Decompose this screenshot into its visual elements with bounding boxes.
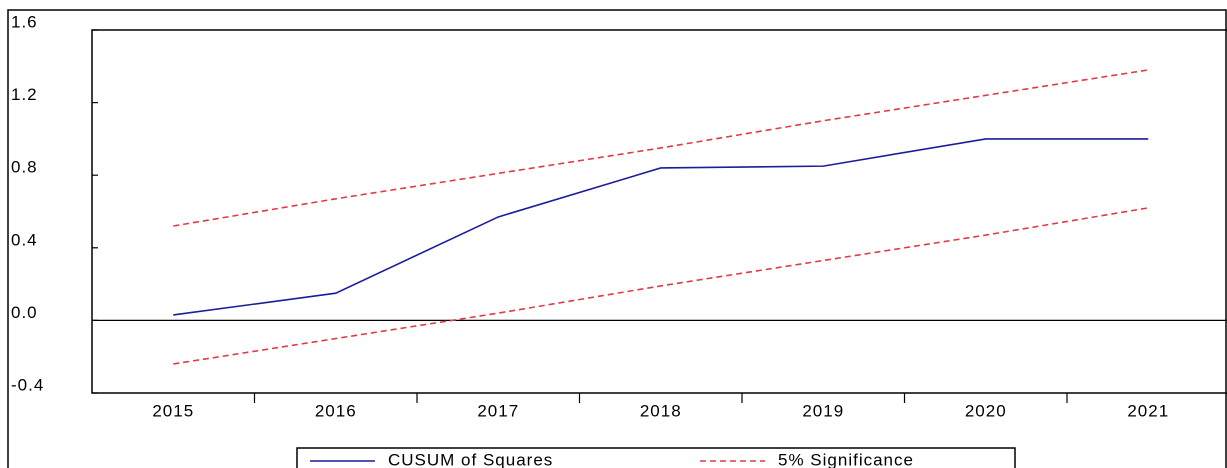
legend-box [296,447,1016,468]
x-tick-label: 2015 [152,401,194,420]
series-line [173,138,1149,316]
y-tick-label: 1.2 [11,85,38,104]
x-tick-label: 2016 [315,401,357,420]
x-tick-label: 2020 [965,401,1007,420]
y-tick-label: -0.4 [11,375,44,394]
x-tick-label: 2021 [1127,401,1169,420]
y-tick-label: 0.4 [11,230,38,249]
y-tick-label: 0.0 [11,303,38,322]
y-tick-label: 1.6 [11,12,38,31]
legend-label: CUSUM of Squares [388,450,553,468]
series-lower-line [173,207,1149,365]
x-tick-label: 2018 [640,401,682,420]
x-tick-label: 2017 [477,401,519,420]
series-line [173,69,1149,227]
y-tick-label: 0.8 [11,158,38,177]
outer-frame [7,9,1227,468]
x-tick-label: 2019 [802,401,844,420]
plot-frame [91,29,1227,394]
legend-label: 5% Significance [778,450,914,468]
